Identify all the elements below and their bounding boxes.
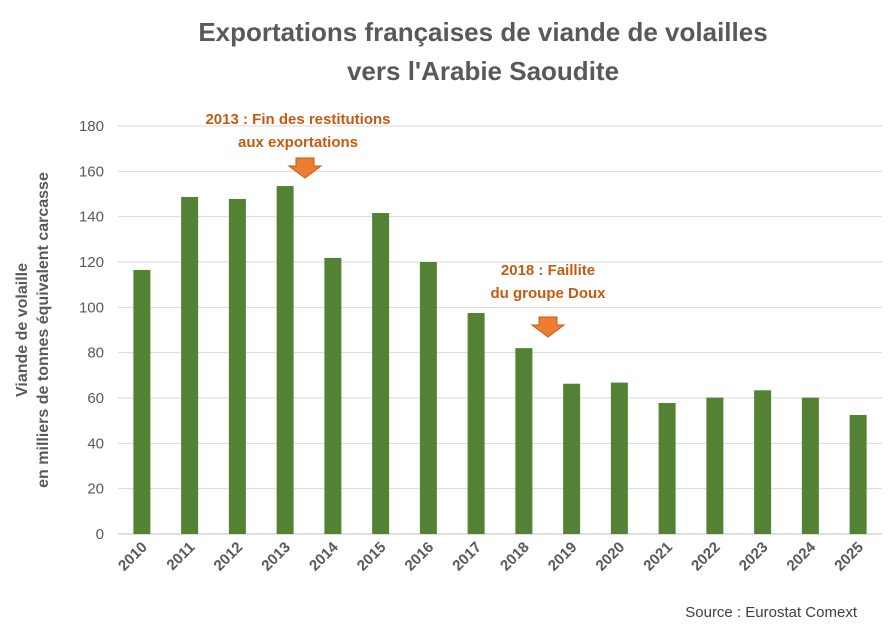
annotation-text: du groupe Doux	[491, 285, 607, 302]
x-tick-label: 2024	[784, 538, 820, 574]
annotation-text: aux exportations	[238, 134, 358, 151]
bar-2013	[276, 186, 294, 535]
bar-2015	[372, 213, 390, 535]
x-tick-label: 2018	[497, 539, 533, 575]
annotation-text: 2018 : Faillite	[501, 262, 595, 279]
x-tick-label: 2021	[640, 539, 676, 575]
bar-2022	[706, 397, 724, 534]
bar-2024	[801, 397, 819, 534]
y-tick-label: 120	[79, 254, 104, 271]
y-tick-label: 160	[79, 163, 104, 180]
chart-title-line-1: Exportations françaises de viande de vol…	[198, 17, 767, 47]
y-tick-label: 20	[87, 481, 104, 498]
bar-2016	[419, 262, 437, 534]
x-tick-label: 2025	[831, 539, 867, 575]
bar-2012	[228, 198, 246, 534]
x-tick-label: 2011	[163, 539, 198, 574]
x-tick-label: 2022	[688, 539, 724, 575]
bar-2014	[324, 257, 342, 534]
bar-2010	[133, 269, 151, 534]
bar-2011	[181, 196, 199, 535]
source-note: Source : Eurostat Comext	[685, 604, 858, 621]
x-tick-label: 2019	[545, 539, 581, 575]
x-tick-label: 2015	[354, 539, 390, 575]
annotation-arrow-icon	[287, 157, 323, 179]
y-tick-label: 60	[87, 390, 104, 407]
x-tick-label: 2014	[306, 538, 342, 574]
bar-2019	[563, 383, 581, 534]
y-tick-label: 100	[79, 299, 104, 316]
bar-2023	[754, 390, 772, 534]
y-tick-label: 0	[96, 526, 104, 543]
x-tick-label: 2013	[258, 539, 294, 575]
x-tick-label: 2016	[402, 539, 438, 575]
y-tick-label: 40	[87, 435, 104, 452]
bar-2025	[849, 415, 867, 534]
bar-2018	[515, 348, 533, 534]
bar-2020	[610, 382, 628, 534]
y-tick-label: 140	[79, 209, 104, 226]
x-tick-label: 2023	[736, 539, 772, 575]
annotation-arrow-icon	[530, 316, 566, 338]
y-tick-label: 80	[87, 345, 104, 362]
y-axis-label-line-2: en milliers de tonnes équivalent carcass…	[35, 172, 52, 488]
y-axis-label-line-1: Viande de volaille	[14, 263, 31, 397]
x-tick-label: 2012	[211, 539, 247, 575]
x-tick-label: 2010	[115, 539, 151, 575]
bar-2021	[658, 402, 676, 534]
x-tick-label: 2020	[593, 539, 629, 575]
bar-2017	[467, 313, 485, 534]
annotation-text: 2013 : Fin des restitutions	[205, 111, 390, 128]
chart-title-line-2: vers l'Arabie Saoudite	[347, 56, 619, 86]
x-tick-label: 2017	[449, 539, 485, 575]
y-tick-label: 180	[79, 118, 104, 135]
